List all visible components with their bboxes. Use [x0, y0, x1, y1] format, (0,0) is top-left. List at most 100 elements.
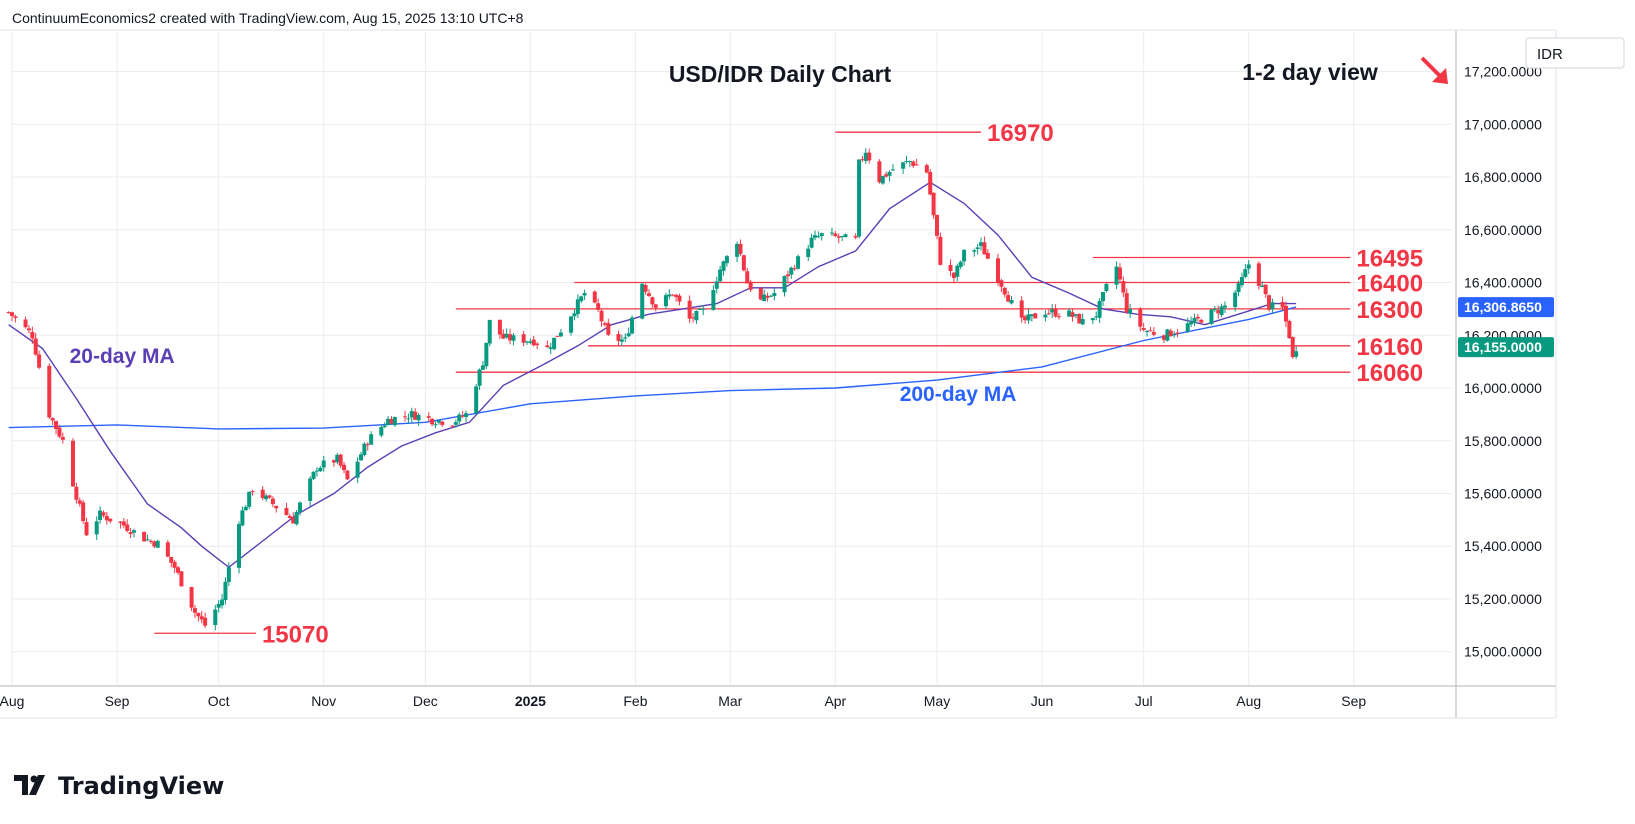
- x-tick-label: 2025: [515, 693, 546, 709]
- candle-body: [643, 285, 648, 292]
- candle-body: [714, 281, 719, 289]
- candle-body: [1233, 292, 1238, 307]
- candle-body: [60, 437, 65, 440]
- currency-box[interactable]: IDR: [1525, 37, 1625, 69]
- grid-layer: [11, 32, 1452, 686]
- candle-body: [691, 317, 696, 319]
- candle-body: [142, 531, 147, 542]
- level-label: 16970: [987, 120, 1054, 147]
- down-right-arrow-icon: [1420, 56, 1448, 84]
- candle-body: [545, 345, 550, 348]
- candle-body: [1199, 319, 1204, 323]
- candle-body: [477, 369, 482, 386]
- candle-body: [77, 500, 82, 504]
- candle-body: [1168, 330, 1173, 337]
- price-badge: [1458, 337, 1554, 358]
- candle-body: [487, 319, 492, 344]
- tradingview-brand[interactable]: TradingView: [14, 772, 224, 800]
- ma20-layer: [8, 181, 1297, 569]
- candle-body: [1185, 323, 1190, 332]
- x-tick-label: Dec: [413, 693, 438, 709]
- candle-body: [335, 454, 340, 463]
- candle-body: [1151, 332, 1156, 335]
- candle-body: [81, 502, 86, 522]
- candle-body: [240, 510, 245, 526]
- x-tick-label: Jul: [1135, 693, 1153, 709]
- chart-attribution: ContinuumEconomics2 created with Trading…: [12, 10, 524, 26]
- level-label: 15070: [262, 621, 329, 648]
- candle-body: [10, 312, 14, 317]
- candle-body: [270, 498, 275, 505]
- candle-body: [403, 416, 408, 418]
- candle-body: [887, 171, 892, 176]
- candle-body: [1263, 284, 1268, 295]
- candle-body: [37, 354, 42, 368]
- price-badge: [1458, 297, 1554, 318]
- candle-body: [237, 524, 242, 568]
- axis-layer: 15,000.0000 15,200.0000 15,400.0000 15,600.…: [0, 29, 1557, 719]
- candle-body: [833, 233, 838, 237]
- candle-body: [101, 512, 106, 516]
- candle-body: [26, 328, 31, 331]
- candle-body: [863, 152, 868, 161]
- candle-body: [772, 292, 777, 297]
- candle-body: [1216, 310, 1221, 314]
- candle-body: [687, 300, 692, 319]
- candle-body: [1283, 305, 1288, 322]
- candle-body: [369, 434, 374, 445]
- candle-body: [260, 489, 265, 498]
- candle-body: [274, 505, 279, 509]
- level-label: 16060: [1356, 360, 1423, 387]
- candle-body: [741, 255, 746, 271]
- candle-body: [216, 603, 221, 608]
- candle-body: [904, 161, 909, 163]
- candle-body: [674, 294, 679, 298]
- candle-body: [1073, 314, 1078, 316]
- candle-body: [392, 417, 397, 426]
- candle-body: [1260, 285, 1265, 288]
- candle-body: [308, 478, 313, 501]
- candle-body: [785, 274, 790, 277]
- candle-body: [535, 343, 540, 345]
- candle-body: [474, 386, 479, 414]
- x-tick-label: Mar: [718, 693, 742, 709]
- candle-body: [857, 159, 862, 237]
- candle-body: [1209, 309, 1214, 324]
- candle-body: [413, 411, 418, 420]
- candle-body: [1121, 280, 1126, 293]
- candle-body: [480, 365, 485, 370]
- price-badge-label: 16,306.8650: [1464, 299, 1542, 315]
- candle-body: [711, 290, 716, 310]
- candle-body: [203, 617, 208, 626]
- candle-body: [789, 267, 794, 275]
- candle-body: [128, 532, 133, 535]
- candle-body: [172, 561, 177, 568]
- candle-body: [1117, 267, 1122, 280]
- candle-body: [199, 616, 204, 620]
- y-tick-label: 15,400.0000: [1464, 538, 1542, 554]
- candle-body: [596, 303, 601, 310]
- candle-body: [670, 294, 675, 296]
- candle-body: [1050, 309, 1055, 313]
- candle-body: [724, 256, 729, 264]
- candle-body: [416, 414, 421, 421]
- x-tick-label: Sep: [105, 693, 130, 709]
- x-tick-label: Nov: [311, 693, 336, 709]
- candle-body: [667, 294, 672, 297]
- candle-body: [287, 516, 292, 519]
- candle-body: [464, 413, 469, 417]
- candle-body: [433, 424, 438, 426]
- ma20-line: [8, 181, 1297, 569]
- candle-body: [1094, 316, 1099, 318]
- candle-body: [995, 258, 1000, 282]
- candle-body: [176, 567, 181, 573]
- candle-body: [291, 517, 296, 524]
- candle-body: [179, 571, 184, 587]
- candle-body: [558, 332, 563, 337]
- candle-body: [152, 541, 157, 547]
- candle-body: [555, 335, 560, 337]
- candle-body: [582, 293, 587, 296]
- candle-body: [331, 460, 336, 463]
- candle-body: [1145, 331, 1150, 333]
